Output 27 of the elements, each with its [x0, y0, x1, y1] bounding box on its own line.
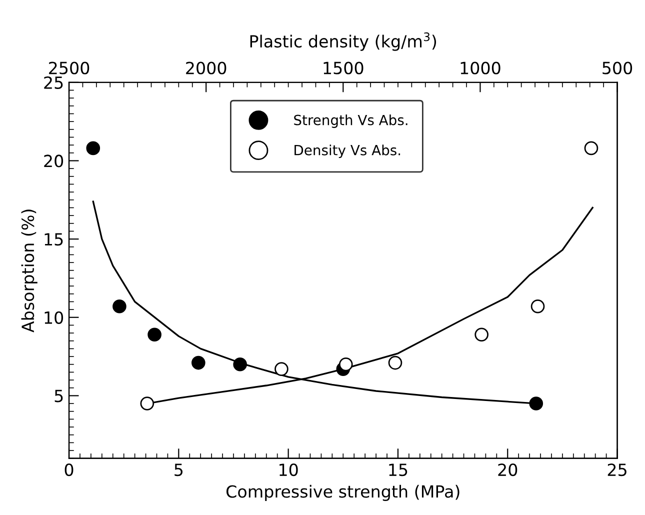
- y-tick-label: 25: [44, 76, 63, 89]
- y-tick-label: 20: [44, 154, 64, 168]
- x-axis-title: Compressive strength (MPa): [226, 484, 460, 502]
- x2-axis-title: Plastic density (kg/m$^{3}$): [250, 32, 436, 51]
- legend-label: Density Vs Abs.: [294, 144, 400, 158]
- y-tick-label: 10: [44, 311, 64, 324]
- x-tick-label: 25: [608, 464, 626, 476]
- x-tick-label: 10: [280, 464, 298, 476]
- x2-tick-label: 2000: [186, 62, 226, 74]
- point: [529, 396, 544, 410]
- point: [191, 356, 206, 370]
- y-tick-label: 15: [44, 233, 63, 246]
- x2-tick-label: 500: [602, 62, 632, 74]
- x2-tick-label: 1500: [324, 62, 364, 74]
- x-tick-label: 20: [498, 464, 518, 476]
- x-tick-label: 0: [64, 464, 74, 476]
- legend-label: Strength Vs Abs.: [294, 114, 408, 128]
- y-axis-title: Absorption (%): [21, 210, 38, 332]
- point: [148, 328, 162, 342]
- x2-tick-label: 1000: [460, 62, 500, 74]
- y-tick-label: 5: [54, 390, 63, 402]
- x2-tick-label: 2500: [49, 62, 90, 74]
- x-tick-label: 5: [174, 464, 183, 476]
- point: [112, 300, 126, 314]
- x-tick-label: 15: [389, 464, 408, 476]
- point: [233, 357, 247, 372]
- point: [86, 141, 100, 156]
